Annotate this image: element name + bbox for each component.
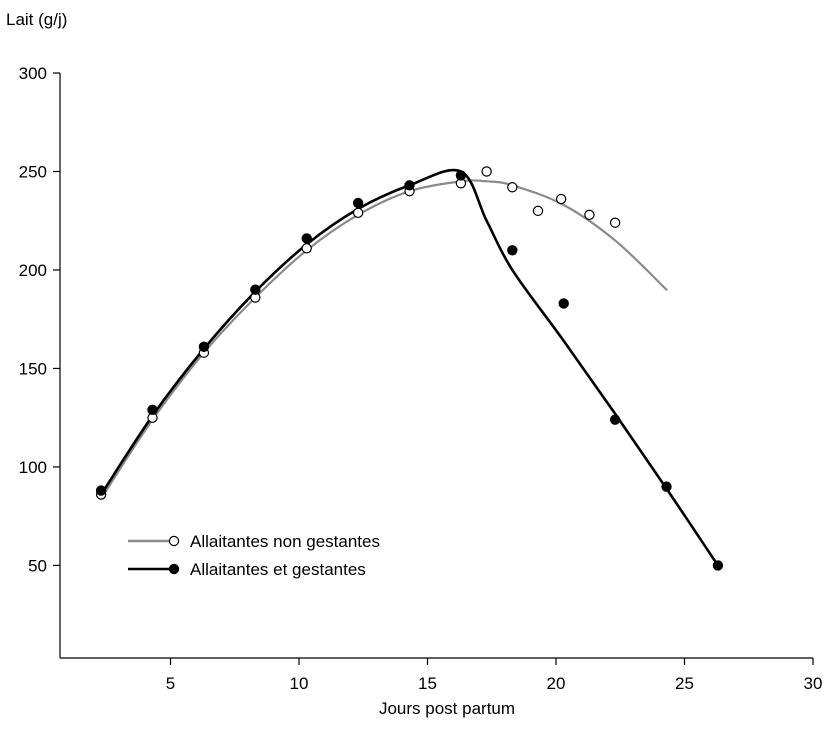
data-point-gestantes bbox=[609, 414, 621, 425]
y-tick-label: 300 bbox=[19, 64, 47, 83]
curve-non-gestantes bbox=[100, 179, 668, 500]
x-tick-label: 20 bbox=[547, 674, 566, 693]
curve-gestantes bbox=[99, 168, 720, 567]
data-point-non-gestantes bbox=[352, 207, 364, 219]
data-point-non-gestantes bbox=[609, 217, 621, 228]
legend: Allaitantes non gestantes Allaitantes et… bbox=[128, 532, 380, 579]
data-point-gestantes bbox=[712, 560, 724, 571]
x-tick-label: 10 bbox=[290, 674, 309, 693]
y-tick-label: 100 bbox=[19, 458, 47, 477]
data-point-gestantes bbox=[352, 197, 364, 209]
data-point-non-gestantes bbox=[507, 182, 518, 193]
data-point-gestantes bbox=[661, 481, 672, 492]
data-point-non-gestantes bbox=[584, 209, 595, 221]
data-point-gestantes bbox=[198, 341, 210, 352]
y-axis-title: Lait (g/j) bbox=[6, 10, 67, 29]
legend-marker-open-circle bbox=[168, 535, 180, 547]
data-point-gestantes bbox=[301, 233, 312, 244]
y-tick-label: 200 bbox=[19, 261, 47, 280]
y-tick-label: 150 bbox=[19, 359, 47, 378]
y-tick-label: 50 bbox=[28, 556, 47, 575]
data-points bbox=[95, 166, 724, 571]
x-tick-label: 25 bbox=[675, 674, 694, 693]
data-point-non-gestantes bbox=[555, 193, 567, 205]
data-point-gestantes bbox=[250, 284, 261, 295]
x-tick-label: 5 bbox=[166, 674, 175, 693]
legend-label-non-gestantes: Allaitantes non gestantes bbox=[190, 532, 380, 551]
data-point-gestantes bbox=[558, 298, 569, 309]
data-point-gestantes bbox=[95, 485, 107, 496]
x-tick-label: 30 bbox=[804, 674, 823, 693]
x-tick-label: 15 bbox=[418, 674, 437, 693]
data-point-non-gestantes bbox=[481, 166, 492, 177]
data-point-gestantes bbox=[507, 245, 518, 256]
data-point-non-gestantes bbox=[301, 243, 312, 254]
y-tick-label: 250 bbox=[19, 162, 47, 181]
legend-label-gestantes: Allaitantes et gestantes bbox=[190, 560, 366, 579]
data-point-gestantes bbox=[147, 404, 158, 416]
data-point-non-gestantes bbox=[532, 205, 544, 217]
legend-marker-filled-circle bbox=[168, 563, 180, 575]
x-axis-title: Jours post partum bbox=[379, 699, 515, 718]
data-point-gestantes bbox=[455, 170, 467, 181]
axes: 50 100 150 200 250 300 5 10 15 20 25 30 bbox=[19, 64, 823, 693]
series-curves bbox=[99, 168, 720, 567]
data-point-gestantes bbox=[404, 180, 415, 191]
